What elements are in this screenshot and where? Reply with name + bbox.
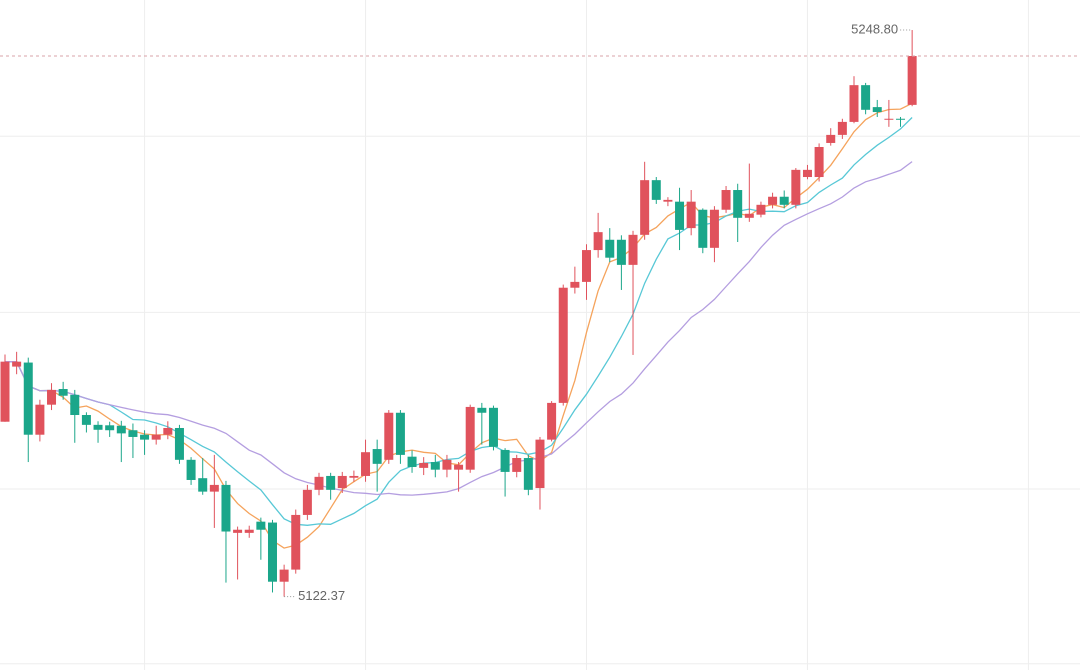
candle-body <box>698 209 708 248</box>
candle-body <box>605 239 615 258</box>
candle-body <box>12 361 22 367</box>
candle-body <box>151 434 161 440</box>
candle-body <box>628 234 638 265</box>
candle-body <box>558 287 568 403</box>
candle-body <box>675 201 685 230</box>
candle-body <box>35 404 45 435</box>
candle-body <box>640 180 650 235</box>
candle-body <box>395 412 405 455</box>
candle-body <box>779 196 789 205</box>
candle-body <box>535 439 545 489</box>
candle-body <box>116 425 126 434</box>
candle-body <box>233 529 243 533</box>
candle-body <box>140 434 150 440</box>
candle-body <box>547 402 557 440</box>
candle-body <box>198 478 208 492</box>
candle-body <box>477 407 487 413</box>
candle-body <box>23 362 33 435</box>
candle-body <box>384 412 394 460</box>
candle-body <box>361 452 371 476</box>
candle-body <box>686 201 696 229</box>
candle-body <box>488 407 498 447</box>
candle-body <box>744 213 754 218</box>
candle-body <box>302 489 312 515</box>
candle-body <box>372 449 382 464</box>
candle-body <box>279 569 289 582</box>
candle-body <box>186 459 196 480</box>
candle-body <box>454 464 464 470</box>
candle-body <box>314 476 324 490</box>
max-label: 5248.80 <box>851 21 898 36</box>
candle-body <box>663 199 673 202</box>
candle-body <box>349 475 359 478</box>
candle-body <box>616 239 626 265</box>
candle-body <box>267 522 277 582</box>
candle-body <box>407 456 417 467</box>
candle-body <box>814 146 824 178</box>
candle-body <box>58 389 68 396</box>
candle-body <box>582 250 591 282</box>
candle-body <box>209 484 219 492</box>
candle-body <box>570 281 580 288</box>
min-label: 5122.37 <box>298 588 345 603</box>
candle-body <box>837 121 847 135</box>
candle-body <box>884 118 894 120</box>
candle-body <box>500 449 510 472</box>
candle-body <box>221 484 231 532</box>
candle-body <box>733 190 743 218</box>
candle-body <box>93 424 103 430</box>
candle-body <box>651 180 661 200</box>
candle-body <box>756 204 766 215</box>
candle-body <box>430 462 440 470</box>
candle-body <box>419 462 429 468</box>
candle-body <box>791 169 801 205</box>
candle-body <box>326 475 336 490</box>
candle-body <box>0 361 10 422</box>
candle-body <box>523 458 533 490</box>
candle-body <box>872 107 882 113</box>
candle-body <box>442 459 452 470</box>
candle-body <box>256 521 266 530</box>
candle-body <box>512 458 522 472</box>
candle-body <box>826 134 836 143</box>
candle-body <box>128 430 138 437</box>
candle-body <box>105 425 115 431</box>
candle-body <box>802 169 812 178</box>
candle-body <box>721 190 731 210</box>
candle-body <box>907 56 917 105</box>
candle-body <box>849 85 859 122</box>
candle-body <box>291 514 301 570</box>
candle-body <box>244 529 254 533</box>
candle-body <box>768 196 778 205</box>
candle-body <box>593 232 603 251</box>
candle-body <box>337 475 347 489</box>
candle-body <box>709 209 719 248</box>
candle-body <box>174 427 184 460</box>
candle-body <box>163 427 173 435</box>
candle-body <box>81 414 91 425</box>
candle-body <box>465 406 475 470</box>
candle-body <box>47 389 57 405</box>
candle-body <box>896 118 906 120</box>
candle-body <box>70 394 80 415</box>
candle-body <box>861 85 871 110</box>
